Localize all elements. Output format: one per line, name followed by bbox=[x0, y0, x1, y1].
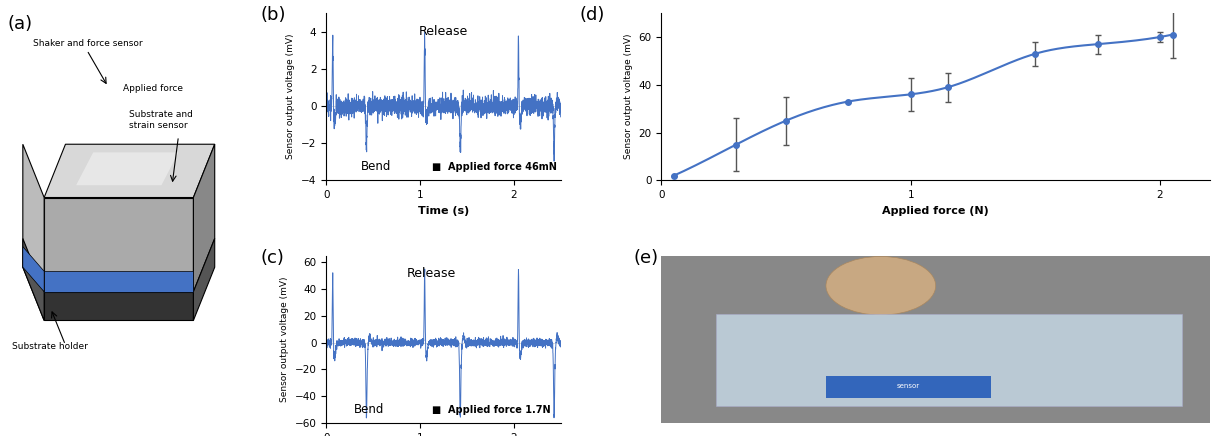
Y-axis label: Sensor output voltage (mV): Sensor output voltage (mV) bbox=[624, 34, 634, 160]
Text: Bend: Bend bbox=[354, 403, 384, 416]
Text: ■  Applied force 1.7N: ■ Applied force 1.7N bbox=[432, 405, 551, 415]
Polygon shape bbox=[44, 198, 193, 292]
Text: (c): (c) bbox=[260, 249, 285, 267]
Text: (e): (e) bbox=[634, 249, 659, 267]
Text: Substrate holder: Substrate holder bbox=[12, 342, 88, 351]
Y-axis label: Sensor output voltage (mV): Sensor output voltage (mV) bbox=[280, 276, 289, 402]
Polygon shape bbox=[193, 238, 215, 320]
Text: Bend: Bend bbox=[361, 160, 392, 174]
Polygon shape bbox=[44, 271, 193, 292]
Text: Shaker and force sensor: Shaker and force sensor bbox=[34, 39, 143, 48]
Text: (a): (a) bbox=[7, 15, 33, 33]
Ellipse shape bbox=[826, 256, 935, 315]
Text: sensor: sensor bbox=[896, 383, 919, 389]
Y-axis label: Sensor output voltage (mV): Sensor output voltage (mV) bbox=[287, 34, 295, 160]
Text: ■  Applied force 46mN: ■ Applied force 46mN bbox=[432, 162, 557, 172]
Text: (d): (d) bbox=[579, 7, 604, 24]
Polygon shape bbox=[23, 238, 44, 320]
Polygon shape bbox=[193, 144, 215, 292]
Polygon shape bbox=[23, 247, 44, 292]
Polygon shape bbox=[44, 292, 193, 320]
Text: Substrate and
strain sensor: Substrate and strain sensor bbox=[129, 110, 193, 130]
Bar bbox=[826, 376, 991, 398]
Text: Release: Release bbox=[418, 25, 468, 38]
Text: Release: Release bbox=[407, 267, 456, 280]
Polygon shape bbox=[44, 144, 215, 198]
Text: Applied force: Applied force bbox=[123, 84, 184, 93]
Text: (b): (b) bbox=[260, 7, 286, 24]
Polygon shape bbox=[77, 153, 179, 185]
Polygon shape bbox=[716, 314, 1182, 406]
Polygon shape bbox=[23, 144, 44, 320]
X-axis label: Time (s): Time (s) bbox=[418, 206, 469, 216]
X-axis label: Applied force (N): Applied force (N) bbox=[883, 206, 989, 216]
